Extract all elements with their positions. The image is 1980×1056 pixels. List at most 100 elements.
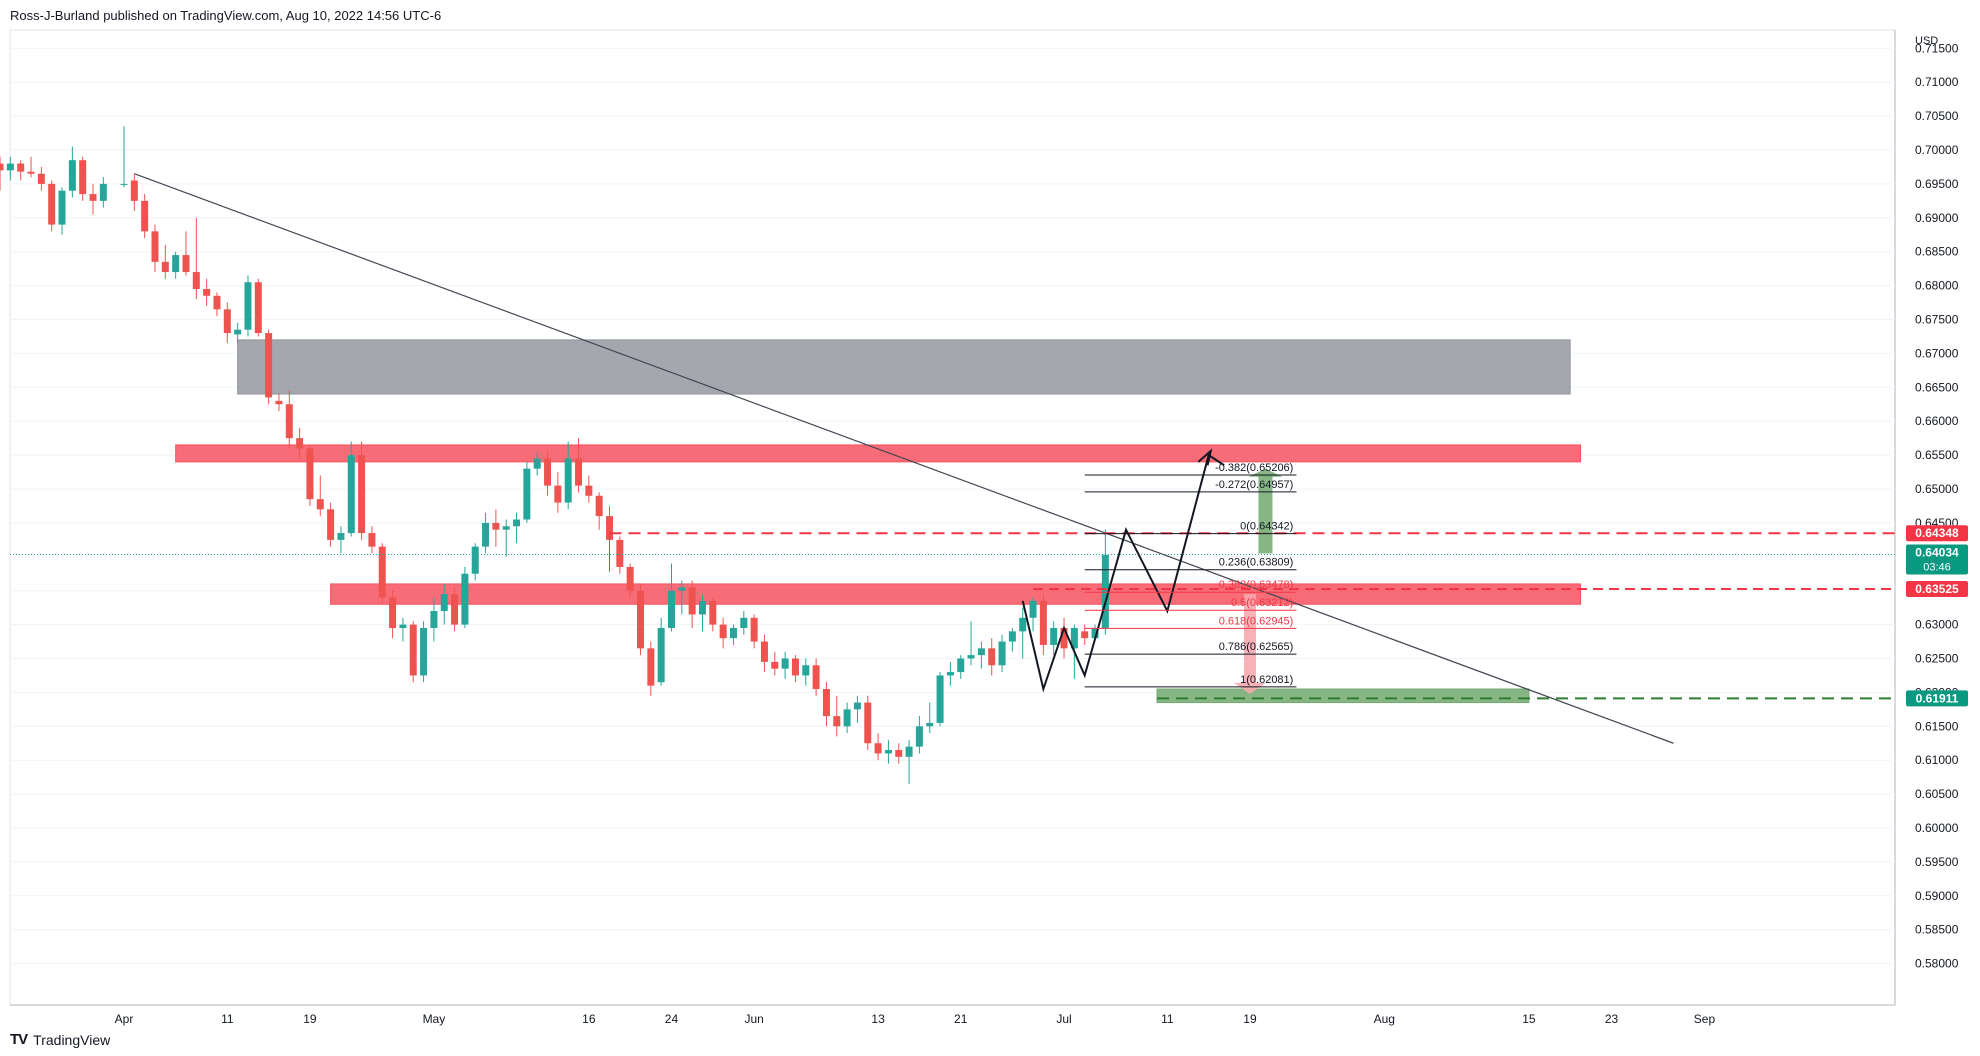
candle-body [533,458,541,469]
candle-body [151,231,159,262]
x-tick-label: 23 [1605,1012,1619,1026]
candle-body [306,448,314,500]
candle-body [482,522,490,547]
y-tick-label: 0.68500 [1915,245,1959,259]
candle-body [988,648,996,666]
x-tick-label: Sep [1694,1012,1716,1026]
candles-layer [0,126,1109,784]
y-tick-label: 0.70000 [1915,143,1959,157]
y-tick-label: 0.70500 [1915,109,1959,123]
candle-body [1081,631,1089,639]
candle-body [812,665,820,690]
candle-body [296,438,304,449]
price-tag-countdown: 03:46 [1923,561,1951,573]
candle-body [606,516,614,540]
x-tick-label: 15 [1522,1012,1536,1026]
y-tick-label: 0.58000 [1915,957,1959,971]
x-tick-label: 13 [871,1012,885,1026]
candle-body [729,627,737,639]
y-axis-currency: USD [1915,35,1938,47]
candle-body [564,458,572,503]
candle-body [130,180,138,201]
candle-body [833,716,841,727]
candle-body [254,282,262,334]
price-tag [1906,544,1968,575]
candle-body [781,658,789,669]
candle-body [791,658,799,676]
candle-body [265,333,273,398]
y-tick-label: 0.67000 [1915,346,1959,360]
candle-body [977,648,985,656]
fib-label: 0(0.64342) [1240,521,1293,533]
candle-body [337,533,345,540]
publisher-header: Ross-J-Burland published on TradingView.… [10,8,442,23]
candle-body [213,295,221,310]
middle-resistance-zone [330,583,1582,605]
candle-body [657,627,665,683]
candle-body [544,458,552,486]
candle-body [48,183,56,225]
candle-body [647,648,655,686]
candle-body [244,282,252,330]
candle-body [430,611,438,628]
candle-body [368,533,376,547]
price-tag-value: 0.64034 [1915,545,1959,559]
fib-label: 0.5(0.63212) [1231,597,1293,609]
candle-body [172,255,180,273]
candle-body [285,404,293,439]
candle-body [17,163,25,172]
candle-body [740,617,748,628]
fib-label: 0.618(0.62945) [1219,615,1294,627]
candle-body [523,468,531,520]
candle-body [874,743,882,754]
x-tick-label: Apr [115,1012,134,1026]
candle-body [461,573,469,625]
y-tick-label: 0.59000 [1915,889,1959,903]
brand-label: TradingView [33,1031,111,1048]
candle-body [234,329,242,335]
y-tick-label: 0.61500 [1915,719,1959,733]
candle-body [1029,600,1037,618]
candle-body [58,190,66,225]
candle-body [802,665,810,676]
candle-body [709,600,717,625]
candle-body [915,726,923,747]
candle-body [1008,631,1016,642]
candle-body [161,261,169,273]
candle-body [192,272,200,289]
candle-body [595,495,603,517]
candle-body [141,200,149,232]
candle-body [760,641,768,662]
candle-body [771,661,779,669]
candle-body [275,400,283,405]
candle-body [502,526,510,530]
zones-layer [175,339,1582,704]
candle-body [1039,600,1047,645]
target-down-arrow-head [1233,682,1266,694]
price-tag-value: 0.63525 [1915,582,1959,596]
candle-body [926,722,934,727]
price-tag [1906,581,1968,598]
candle-body [68,160,76,191]
x-tick-label: 19 [1243,1012,1257,1026]
annotation-layer [10,448,1895,700]
y-tick-label: 0.68000 [1915,279,1959,293]
price-tag-value: 0.61911 [1916,691,1959,705]
candle-body [203,288,211,296]
candle-body [626,566,634,591]
candle-body [1070,627,1078,649]
projection-arrowhead [1197,448,1213,466]
y-tick-label: 0.69500 [1915,177,1959,191]
price-tag [1906,690,1968,707]
tradingview-brand[interactable]: TV TradingView [10,1031,110,1048]
candle-body [409,624,417,676]
x-tick-label: Jul [1056,1012,1071,1026]
candle-body [637,590,644,649]
candle-body [864,702,872,744]
y-tick-label: 0.60500 [1915,787,1959,801]
fib-label: 1(0.62081) [1240,674,1293,686]
y-tick-label: 0.71500 [1915,41,1959,55]
x-axis-layer[interactable]: Apr 11 19 May 16 24 Jun 13 21 Jul 11 19 Aug 15 23 Sep [10,1004,1895,1026]
